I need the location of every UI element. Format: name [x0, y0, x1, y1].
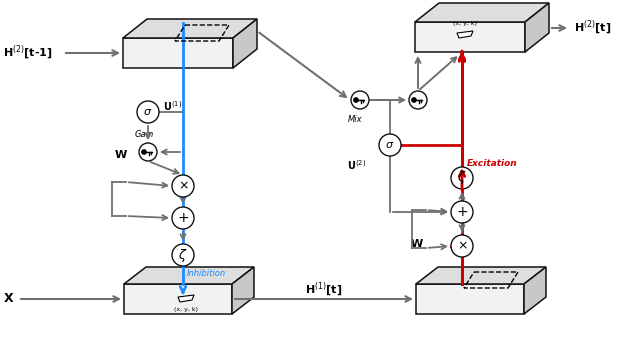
Circle shape	[451, 235, 473, 257]
Text: $\times$: $\times$	[178, 179, 188, 193]
Polygon shape	[233, 19, 257, 68]
Text: Mix: Mix	[348, 115, 362, 124]
Polygon shape	[123, 38, 233, 68]
Text: (x, y, k): (x, y, k)	[453, 21, 477, 26]
Circle shape	[172, 244, 194, 266]
Polygon shape	[232, 267, 254, 314]
Polygon shape	[178, 295, 194, 302]
Text: $+$: $+$	[177, 211, 189, 225]
Polygon shape	[457, 31, 473, 38]
Text: $\mathbf{W}$: $\mathbf{W}$	[114, 148, 128, 160]
Text: $\mathbf{H}^{(1)}$[t]: $\mathbf{H}^{(1)}$[t]	[305, 281, 342, 299]
Circle shape	[451, 201, 473, 223]
Text: $\times$: $\times$	[456, 239, 467, 253]
Circle shape	[172, 175, 194, 197]
Text: $\zeta$: $\zeta$	[458, 170, 467, 186]
Text: (x, y, k): (x, y, k)	[174, 306, 198, 312]
Text: $\mathbf{W}$: $\mathbf{W}$	[410, 237, 424, 249]
Polygon shape	[415, 22, 525, 52]
Circle shape	[141, 149, 147, 155]
Text: $+$: $+$	[456, 205, 468, 219]
Polygon shape	[416, 284, 524, 314]
Polygon shape	[525, 3, 549, 52]
Text: $\mathbf{X}$: $\mathbf{X}$	[3, 293, 14, 305]
Polygon shape	[123, 19, 257, 38]
Text: Excitation: Excitation	[467, 159, 518, 167]
Text: Inhibition: Inhibition	[187, 269, 226, 278]
Circle shape	[137, 101, 159, 123]
Polygon shape	[124, 267, 254, 284]
Circle shape	[412, 98, 417, 102]
Circle shape	[379, 134, 401, 156]
Text: $\mathbf{H}^{(2)}$[t]: $\mathbf{H}^{(2)}$[t]	[574, 19, 611, 37]
Text: $\sigma$: $\sigma$	[385, 140, 395, 150]
Circle shape	[451, 167, 473, 189]
Circle shape	[351, 91, 369, 109]
Polygon shape	[124, 284, 232, 314]
Polygon shape	[416, 267, 546, 284]
Text: $\mathbf{U}^{(2)}$: $\mathbf{U}^{(2)}$	[347, 158, 366, 172]
Text: Gain: Gain	[134, 130, 154, 139]
Polygon shape	[415, 3, 549, 22]
Text: $\sigma$: $\sigma$	[143, 107, 153, 117]
Text: $\zeta$: $\zeta$	[179, 246, 188, 263]
Circle shape	[409, 91, 427, 109]
Circle shape	[172, 207, 194, 229]
Circle shape	[353, 98, 358, 102]
Circle shape	[139, 143, 157, 161]
Text: $\mathbf{H}^{(2)}$[t-1]: $\mathbf{H}^{(2)}$[t-1]	[3, 44, 52, 62]
Polygon shape	[524, 267, 546, 314]
Text: $\mathbf{U}^{(1)}$: $\mathbf{U}^{(1)}$	[163, 99, 182, 113]
